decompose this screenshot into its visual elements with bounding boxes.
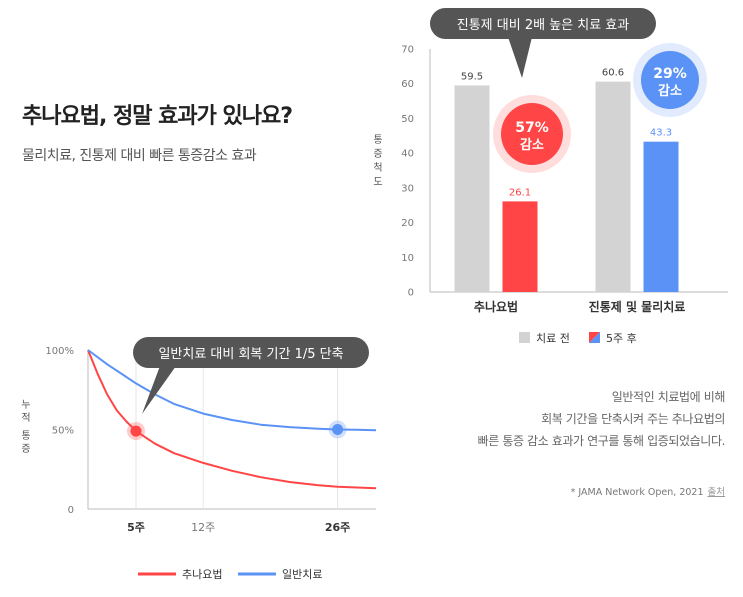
note-line: 일반적인 치료법에 비해 bbox=[611, 390, 726, 404]
bar-data-label: 59.5 bbox=[461, 71, 483, 82]
line-x-tick-label: 12주 bbox=[191, 521, 215, 534]
line-y-axis: 0 50% 100% 누 적 통 증 bbox=[21, 346, 376, 516]
bar-callout: 진통제 대비 2배 높은 치료 효과 bbox=[430, 8, 656, 78]
callout-pointer bbox=[508, 37, 532, 78]
badge-value: 57% bbox=[515, 120, 549, 136]
source-text: * JAMA Network Open, 2021 bbox=[570, 487, 704, 498]
bar-y-tick-label: 20 bbox=[401, 218, 414, 229]
bar-badges: 57% 감소 29% 감소 bbox=[493, 43, 707, 173]
bar-after-2 bbox=[643, 141, 679, 292]
callout-text: 일반치료 대비 회복 기간 1/5 단축 bbox=[158, 347, 343, 362]
callout-text: 진통제 대비 2배 높은 치료 효과 bbox=[457, 18, 629, 33]
bar-category-label: 진통제 및 물리치료 bbox=[589, 299, 686, 314]
bar-y-tick-label: 60 bbox=[401, 79, 414, 90]
bar-y-tick-label: 10 bbox=[401, 253, 414, 264]
study-note: 일반적인 치료법에 비해 회복 기간을 단축시켜 주는 추나요법의 빠른 통증 … bbox=[477, 386, 726, 452]
callout-bubble bbox=[133, 337, 369, 368]
line-series-chuna bbox=[87, 349, 377, 490]
bar-category-label: 추나요법 bbox=[474, 299, 518, 314]
source-citation: * JAMA Network Open, 2021 출처 bbox=[571, 484, 725, 498]
callout-bubble bbox=[430, 8, 656, 39]
note-line: 회복 기간을 단축시켜 주는 추나요법의 bbox=[541, 412, 725, 426]
marker-point bbox=[332, 424, 344, 435]
legend-label-chuna: 추나요법 bbox=[182, 568, 222, 581]
bar-y-tick-label: 70 bbox=[401, 45, 414, 56]
bar-x-axis-labels: 추나요법 진통제 및 물리치료 bbox=[474, 299, 685, 314]
line-x-tick-label: 5주 bbox=[127, 521, 145, 534]
line-series-group bbox=[87, 349, 377, 490]
legend-label-general: 일반치료 bbox=[282, 567, 322, 581]
line-y-tick-label: 50% bbox=[52, 426, 74, 437]
legend-swatch-before bbox=[519, 332, 530, 343]
badge-circle bbox=[641, 51, 699, 109]
callout-pointer bbox=[142, 366, 176, 414]
line-legend: 추나요법 일반치료 bbox=[138, 567, 322, 581]
bar-legend: 치료 전 5주 후 bbox=[519, 332, 637, 345]
badge-label: 감소 bbox=[520, 138, 544, 153]
bar-before-2 bbox=[595, 81, 631, 292]
bar-data-label: 43.3 bbox=[650, 128, 672, 139]
line-x-axis-labels: 5주 12주 26주 bbox=[127, 521, 350, 534]
badge-circle bbox=[501, 103, 563, 165]
legend-swatch-after-blue bbox=[589, 332, 600, 343]
bar-data-label: 60.6 bbox=[602, 68, 624, 79]
marker-point bbox=[130, 425, 142, 437]
line-y-tick-label: 0 bbox=[68, 505, 74, 516]
line-y-tick-label: 100% bbox=[45, 346, 74, 357]
bar-y-tick-label: 50 bbox=[401, 114, 414, 125]
bar-y-tick-label: 30 bbox=[401, 183, 414, 194]
badge-label: 감소 bbox=[658, 84, 682, 99]
badge-value: 29% bbox=[653, 66, 687, 82]
bar-data-label: 26.1 bbox=[509, 187, 531, 198]
legend-label-after: 5주 후 bbox=[606, 332, 637, 345]
legend-label-before: 치료 전 bbox=[536, 332, 570, 345]
line-callout: 일반치료 대비 회복 기간 1/5 단축 bbox=[133, 337, 369, 414]
line-x-tick-label: 26주 bbox=[325, 521, 350, 534]
bar-y-tick-label: 0 bbox=[408, 288, 414, 299]
line-chart: 0 50% 100% 누 적 통 증 5주 12주 26주 추나요법 일반치료 일반치료 대비 회… bbox=[21, 337, 377, 581]
bar-y-tick-label: 40 bbox=[401, 149, 414, 160]
page-title: 추나요법, 정말 효과가 있나요? bbox=[22, 104, 293, 129]
page-subtitle: 물리치료, 진통제 대비 빠른 통증감소 효과 bbox=[22, 148, 257, 164]
source-link[interactable]: 출처 bbox=[707, 487, 725, 498]
bar-before-1 bbox=[454, 85, 490, 292]
line-markers bbox=[127, 420, 347, 441]
bar-series-group: 59.5 60.6 26.1 43.3 bbox=[454, 68, 679, 292]
bar-after-1 bbox=[502, 201, 538, 292]
note-line: 빠른 통증 감소 효과가 연구를 통해 입증되었습니다. bbox=[477, 434, 726, 448]
